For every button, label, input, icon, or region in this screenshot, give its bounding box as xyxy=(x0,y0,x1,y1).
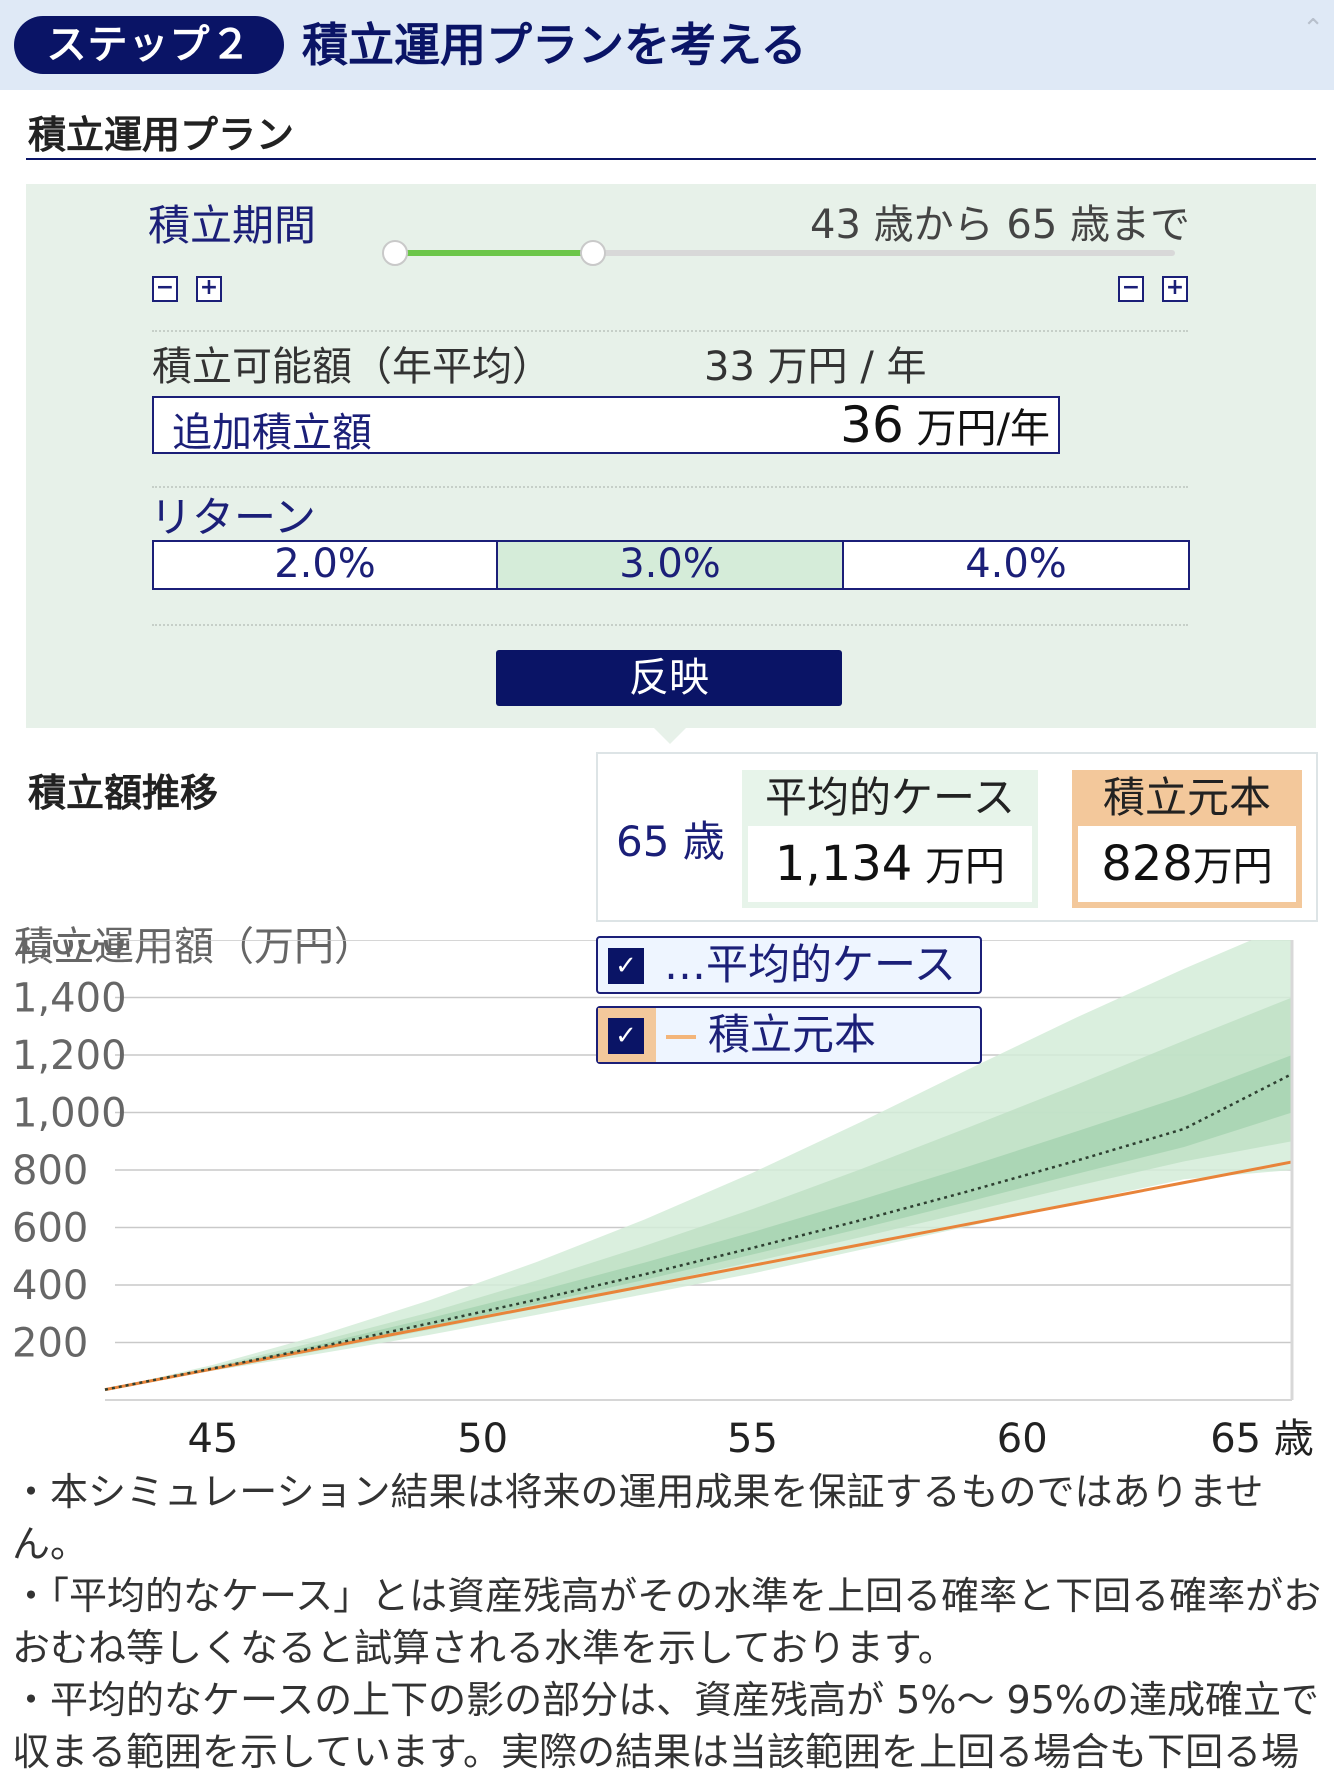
note-item: ・平均的なケースの上下の影の部分は、資産残高が 5%～ 95%の達成確立で収まる… xyxy=(12,1678,1320,1774)
period-end-handle[interactable] xyxy=(580,240,606,266)
chart-y-axis-title: 積立運用額（万円） xyxy=(14,924,374,970)
panel-pointer xyxy=(654,728,686,744)
note-item: ・「平均的なケース」とは資産残高がその水準を上回る確率と下回る確率がおおむね等し… xyxy=(12,1574,1322,1670)
period-slider-range xyxy=(395,250,593,256)
average-case-value: 1,134 xyxy=(774,836,913,892)
accumulation-chart: 200 400 600 800 1,000 1,200 1,400 1,600 45 50 55 60… xyxy=(12,940,1314,1460)
x-tick-label: 55 xyxy=(727,1416,778,1460)
additional-amount-label: 追加積立額 xyxy=(172,410,372,456)
step-badge: ステップ２ xyxy=(14,16,284,74)
y-tick-label: 400 xyxy=(12,1263,88,1309)
capacity-label: 積立可能額（年平均） xyxy=(152,344,552,390)
return-option-2[interactable]: 2.0% xyxy=(152,540,498,590)
principal-label: 積立元本 xyxy=(1102,773,1271,822)
y-tick-label: 200 xyxy=(12,1321,88,1367)
legend-principal-label: 積立元本 xyxy=(708,1010,877,1059)
result-section-title: 積立額推移 xyxy=(28,771,219,815)
divider xyxy=(152,624,1188,626)
result-age: 65 歳 xyxy=(616,817,725,866)
y-tick-label: 1,400 xyxy=(12,976,127,1022)
disclaimer-notes: ・本シミュレーション結果は将来の運用成果を保証するものではありません。 ・「平均… xyxy=(12,1466,1330,1781)
y-tick-label: 1,600 xyxy=(12,940,127,964)
x-tick-label: 45 xyxy=(187,1416,238,1460)
return-option-4[interactable]: 4.0% xyxy=(842,540,1190,590)
principal-value: 828 xyxy=(1101,836,1193,892)
apply-button[interactable]: 反映 xyxy=(496,650,842,706)
x-tick-label: 60 xyxy=(997,1416,1048,1460)
section-divider xyxy=(26,158,1316,160)
y-tick-label: 1,000 xyxy=(12,1091,127,1137)
legend-average-toggle[interactable]: ✓ …平均的ケース xyxy=(596,936,982,994)
result-summary-card: 65 歳 平均的ケース 1,134 万円 積立元本 828万円 xyxy=(596,752,1318,922)
principal-box: 積立元本 828万円 xyxy=(1072,770,1302,908)
return-label: リターン xyxy=(150,493,316,542)
x-tick-label: 65 歳 xyxy=(1210,1416,1314,1460)
x-tick-label: 50 xyxy=(457,1416,508,1460)
period-start-handle[interactable] xyxy=(382,240,408,266)
end-age-increment-button[interactable]: + xyxy=(1162,276,1188,302)
plan-section-title: 積立運用プラン xyxy=(28,113,295,157)
additional-amount-unit: 万円/年 xyxy=(916,406,1050,452)
orange-line-icon xyxy=(666,1035,696,1039)
legend-principal-toggle[interactable]: ✓ 積立元本 xyxy=(596,1006,982,1064)
step-title: 積立運用プランを考える xyxy=(302,18,807,72)
divider xyxy=(152,486,1188,488)
y-tick-label: 600 xyxy=(12,1206,88,1252)
principal-value-box: 828万円 xyxy=(1078,826,1296,902)
average-case-value-box: 1,134 万円 xyxy=(748,826,1032,902)
additional-amount-number[interactable]: 36 xyxy=(840,396,904,454)
legend-average-label: …平均的ケース xyxy=(664,940,956,989)
y-tick-label: 800 xyxy=(12,1148,88,1194)
return-option-3[interactable]: 3.0% xyxy=(496,540,844,590)
additional-amount-field[interactable]: 追加積立額 36 万円/年 xyxy=(152,396,1060,456)
average-case-box: 平均的ケース 1,134 万円 xyxy=(742,770,1038,908)
average-case-unit: 万円 xyxy=(925,844,1006,890)
period-slider-track[interactable] xyxy=(395,250,1175,256)
step-header: ステップ２ 積立運用プランを考える ⌃ xyxy=(0,0,1334,90)
average-case-label: 平均的ケース xyxy=(765,773,1015,822)
average-case-line xyxy=(104,1072,1293,1391)
start-age-decrement-button[interactable]: − xyxy=(152,276,178,302)
start-age-increment-button[interactable]: + xyxy=(196,276,222,302)
end-age-decrement-button[interactable]: − xyxy=(1118,276,1144,302)
check-icon[interactable]: ✓ xyxy=(608,948,644,984)
check-icon[interactable]: ✓ xyxy=(608,1018,644,1054)
principal-unit: 万円 xyxy=(1192,844,1273,890)
period-value: 43 歳から 65 歳まで xyxy=(810,202,1190,248)
capacity-value: 33 万円 / 年 xyxy=(704,344,927,390)
chevron-up-icon[interactable]: ⌃ xyxy=(1302,14,1324,44)
additional-amount-value[interactable]: 36 万円/年 xyxy=(840,398,1050,456)
divider xyxy=(152,330,1188,332)
note-item: ・本シミュレーション結果は将来の運用成果を保証するものではありません。 xyxy=(12,1470,1264,1566)
period-label: 積立期間 xyxy=(148,201,317,250)
principal-line xyxy=(104,1160,1293,1392)
y-tick-label: 1,200 xyxy=(12,1033,127,1079)
plan-panel xyxy=(26,184,1316,728)
